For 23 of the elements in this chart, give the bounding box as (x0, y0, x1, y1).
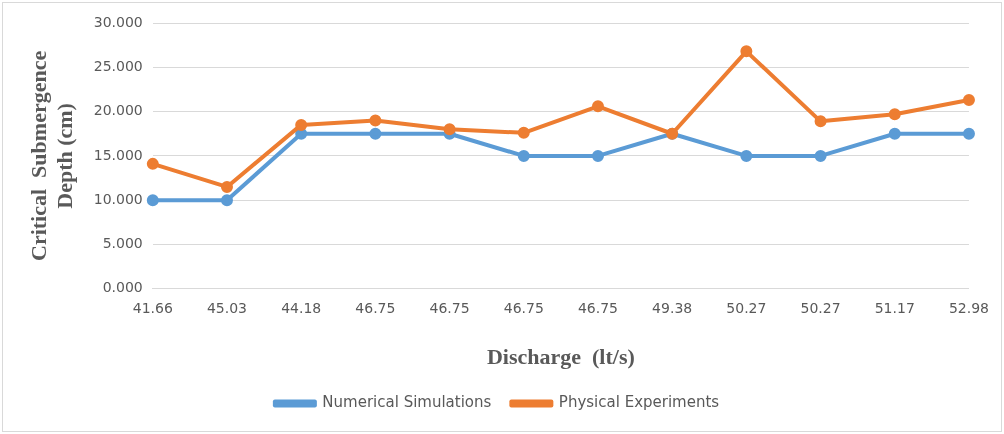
y-tick-label: 5.000 (102, 235, 143, 252)
x-tick-label: 45.03 (206, 299, 248, 316)
x-tick-label: 50.27 (800, 299, 841, 316)
x-tick-label: 49.38 (652, 299, 693, 316)
y-tick-label: 25.000 (93, 57, 143, 74)
x-tick-label: 50.27 (726, 299, 767, 316)
y-tick-label: 20.000 (93, 102, 143, 119)
x-tick-label: 46.75 (429, 299, 470, 316)
x-tick-label: 46.75 (503, 299, 544, 316)
y-tick-label: 0.000 (102, 279, 143, 296)
x-tick-label: 46.75 (355, 299, 396, 316)
x-tick-label: 46.75 (577, 299, 619, 316)
x-tick-label: 51.17 (874, 299, 915, 316)
y-tick-label: 15.000 (93, 146, 143, 163)
legend-label: Numerical Simulations (322, 393, 492, 412)
x-tick-label: 52.98 (948, 299, 990, 316)
x-tick-label: 44.18 (281, 299, 322, 316)
x-axis-title: Discharge (lt/s) (486, 344, 635, 370)
y-tick-label: 10.000 (93, 190, 143, 207)
x-tick-label: 41.66 (132, 299, 173, 316)
legend-label: Physical Experiments (558, 393, 720, 412)
y-tick-label: 30.000 (93, 13, 143, 30)
y-axis-title: Critical Submergence Depth (cm) (25, 50, 78, 261)
